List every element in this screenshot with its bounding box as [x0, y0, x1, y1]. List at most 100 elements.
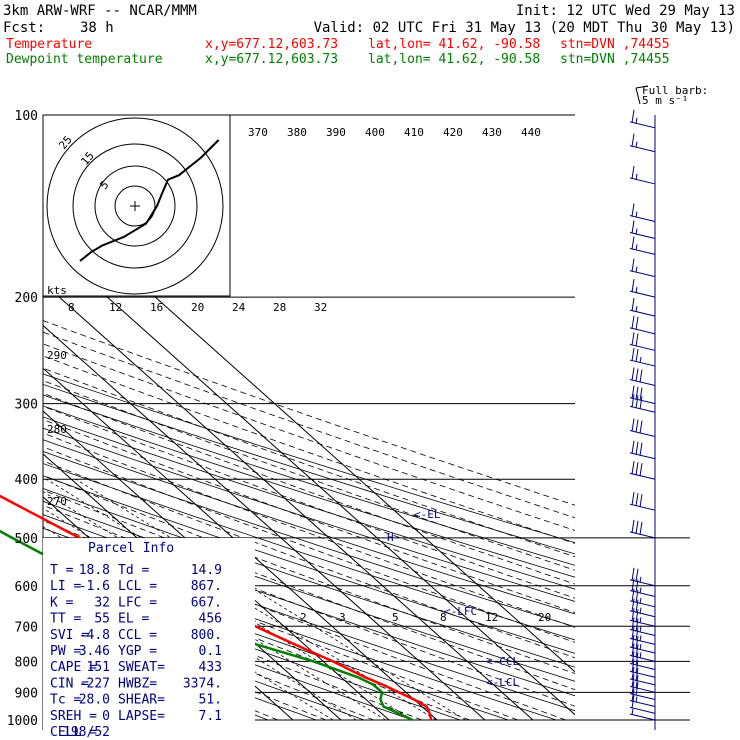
parcel-row-1-col-1: -1.6 [79, 579, 110, 594]
wind-barb-feather-800-0 [631, 643, 635, 657]
wind-barb-675 [629, 598, 656, 618]
parcel-row-6-col-2: SWEAT= [118, 660, 165, 675]
dewpoint-legend-label: Dewpoint temperature [6, 52, 163, 67]
wind-barb-750 [629, 626, 656, 645]
wind-barb-feather-200-0 [631, 279, 635, 293]
pressure-label-600: 600 [15, 580, 38, 595]
parcel-row-1-col-2: LCL = [118, 579, 157, 594]
wind-barb-staff-950 [629, 700, 656, 708]
hodograph-ring-1 [114, 185, 156, 227]
pressure-label-700: 700 [15, 620, 38, 635]
wind-barb-feather-675-0 [631, 598, 635, 612]
mixing-upper-label-8: 8 [68, 301, 75, 314]
theta-e-label-370: 370 [248, 126, 268, 139]
wind-barb-feather-115-0 [631, 133, 635, 147]
isotherm-50 [43, 239, 575, 716]
wind-barb-310 [629, 394, 656, 413]
wind-barb-feather-130-0 [631, 165, 635, 180]
parcel-info-rows: T = 18.8 Td = 14.9 LI =-1.6 LCL = 867. K = 32 LFC… [50, 563, 222, 740]
wind-barb-staff-245 [629, 343, 656, 351]
wind-barb-feather-260-0 [631, 347, 635, 362]
wind-barb-150 [629, 203, 656, 223]
theta-label-290: 290 [47, 349, 67, 362]
theta-e-label-420: 420 [443, 126, 463, 139]
wind-barb-feather-975-0 [631, 695, 635, 709]
wind-barb-feather-400-1 [635, 462, 639, 476]
isotherm-20 [43, 367, 438, 721]
wind-barb-half-130 [635, 173, 638, 181]
wind-barb-legend: Full barb: 5 m s⁻¹ [635, 84, 708, 107]
hodograph-trace [79, 139, 220, 262]
wind-barb-775 [629, 634, 656, 654]
parcel-row-6-col-1: 151 [87, 660, 110, 675]
wind-barb-feather-800-1 [635, 644, 639, 658]
mixing-upper-label-28: 28 [273, 301, 286, 314]
wind-barb-feather-450-2 [639, 494, 643, 508]
pressure-label-1000: 1000 [7, 714, 38, 729]
wind-barb-staff-260 [629, 359, 656, 367]
wind-barb-700 [629, 608, 656, 627]
mixing-upper-label-32: 32 [314, 301, 327, 314]
theta-label-280: 280 [47, 423, 67, 436]
wind-barb-staff-800 [629, 654, 656, 662]
theta-label-270: 270 [47, 495, 67, 508]
wind-barb-half-185 [635, 266, 638, 273]
dry-adiabat-390 [43, 419, 575, 613]
wind-barb-feather-925-1 [635, 682, 639, 696]
mixing-lower-label-8: 8 [440, 611, 447, 624]
wind-barb-half-160 [635, 228, 638, 235]
wind-barb-staff-850 [629, 670, 656, 678]
wind-barb-300 [629, 385, 656, 405]
wind-barb-staff-280 [629, 379, 656, 387]
wind-barb-staff-925 [629, 693, 656, 701]
wind-barb-staff-150 [629, 215, 656, 223]
wind-barb-feather-370-2 [639, 442, 643, 456]
moist-adiabat-410 [43, 416, 575, 590]
wind-barb-feather-775-0 [631, 634, 635, 649]
wind-barb-half-800 [639, 652, 642, 659]
wind-barb-half-775 [639, 643, 642, 651]
wind-barb-feather-160-0 [631, 220, 635, 234]
wind-barb-feather-700-1 [635, 609, 639, 623]
pressure-label-300: 300 [15, 398, 38, 413]
wind-barb-feather-370-0 [631, 440, 635, 454]
dewpoint-legend-xy: x,y=677.12,603.73 [205, 52, 338, 67]
wind-barb-800 [629, 643, 656, 662]
wind-barb-staff-700 [629, 619, 656, 627]
reference-labels: 370 380 390 400 410 420 430 440 8 12 16 20 24 28 32 2 3 5… [47, 126, 551, 624]
legend-barb-staff [635, 87, 641, 105]
wind-barb-feather-950-0 [631, 688, 635, 702]
wind-barb-170 [629, 236, 656, 255]
wind-barb-feather-450-0 [631, 492, 635, 506]
wind-barb-half-260 [639, 356, 642, 364]
wind-barb-feather-185-0 [631, 258, 635, 272]
parcel-row-3-col-2: EL = [118, 612, 149, 627]
wind-barb-200 [629, 279, 656, 298]
parcel-row-4-col-2: CCL = [118, 628, 157, 643]
parcel-row-4-col-0: SVI = [50, 628, 89, 643]
wind-barb-feather-875-0 [631, 666, 635, 680]
mixing-lower-label-2: 2 [300, 611, 307, 624]
dry-adiabat-450 [43, 343, 575, 531]
wind-barb-staff-340 [629, 430, 656, 438]
parcel-row-5-col-1: 3.46 [79, 644, 110, 659]
wind-barb-staff-750 [629, 637, 656, 645]
wind-barbs [629, 109, 656, 721]
isotherm--70 [0, 115, 5, 720]
wind-barb-feather-825-1 [635, 652, 639, 666]
wind-barb-half-215 [635, 306, 638, 313]
parcel-row-8-col-0: Tc = [50, 693, 81, 708]
dry-adiabat-470 [43, 320, 575, 506]
dewpoint-legend-station: stn=DVN ,74455 [560, 52, 670, 67]
wind-barb-feather-500-2 [639, 521, 643, 535]
wind-barb-feather-900-1 [635, 675, 639, 689]
moist-adiabat-280 [43, 585, 413, 721]
dry-adiabat-400 [43, 405, 575, 599]
parcel-row-2-col-2: LFC = [118, 595, 157, 610]
dry-adiabat-310 [43, 536, 518, 721]
wind-barb-staff-370 [629, 452, 656, 460]
mixing-upper-label-20: 20 [191, 301, 204, 314]
el-marker: <-EL [414, 508, 441, 521]
wind-barb-feather-700-0 [631, 608, 635, 622]
wind-barb-feather-775-1 [635, 635, 639, 650]
